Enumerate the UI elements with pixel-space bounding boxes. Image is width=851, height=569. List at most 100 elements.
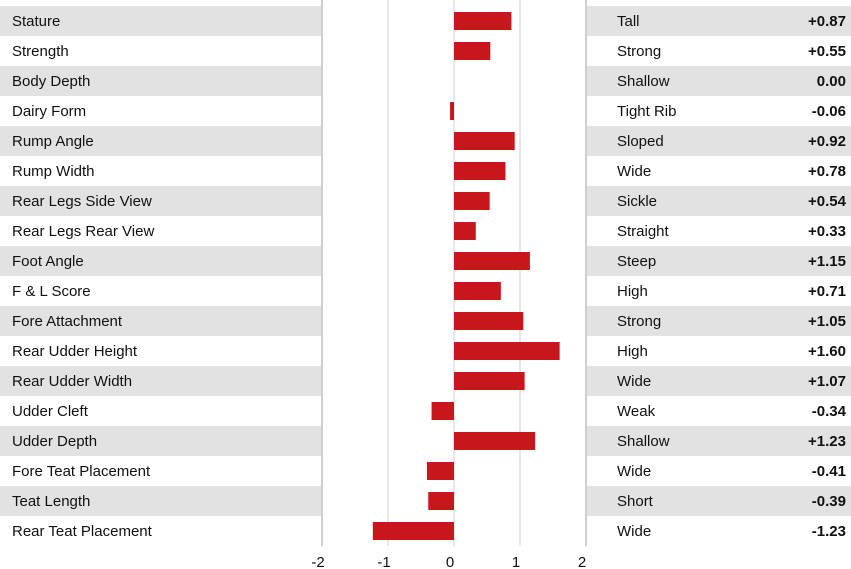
direction-label: Tall [617,13,640,30]
value-label: +1.07 [808,373,846,390]
bar [426,462,454,480]
value-label: +0.33 [808,223,846,240]
value-label: +1.05 [808,313,846,330]
value-label: -0.34 [812,403,847,420]
direction-label: Wide [617,523,651,540]
row-stripe [586,426,851,456]
bar [454,372,525,390]
trait-label: Fore Teat Placement [12,463,151,480]
trait-label: Rear Udder Height [12,343,138,360]
row-stripe [0,6,322,36]
value-label: +1.60 [808,343,846,360]
trait-label: Udder Depth [12,433,97,450]
bar [428,492,454,510]
trait-label: Rear Udder Width [12,373,132,390]
row-stripe [0,126,322,156]
bar [454,312,524,330]
direction-label: Shallow [617,73,670,90]
direction-label: High [617,343,648,360]
trait-label: Dairy Form [12,103,86,120]
trait-label: Rump Width [12,163,95,180]
bar [454,252,530,270]
row-stripe [0,186,322,216]
bar [454,222,476,240]
trait-label: Body Depth [12,73,90,90]
trait-label: Rear Legs Rear View [12,223,154,240]
bar [431,402,454,420]
x-tick-label: 2 [578,554,586,569]
row-stripe [586,186,851,216]
trait-label: Rump Angle [12,133,94,150]
row-stripe [586,246,851,276]
x-tick-label: 0 [446,554,454,569]
bar [454,432,536,450]
direction-label: Short [617,493,654,510]
bar [454,132,515,150]
value-label: +0.54 [808,193,847,210]
direction-label: Sloped [617,133,664,150]
x-tick-label: -2 [311,554,324,569]
value-label: +0.78 [808,163,846,180]
row-stripe [0,306,322,336]
bar [454,192,490,210]
row-labels: Stature Tall +0.87 Strength Strong +0.55 Body … [12,13,847,540]
x-tick-label: -1 [377,554,390,569]
direction-label: High [617,283,648,300]
direction-label: Shallow [617,433,670,450]
value-label: -1.23 [812,523,846,540]
trait-label: Stature [12,13,60,30]
trait-label: F & L Score [12,283,91,300]
x-axis-ticks: -2 -1 0 1 2 [311,554,586,569]
direction-label: Wide [617,373,651,390]
direction-label: Strong [617,313,661,330]
row-stripe [586,126,851,156]
bar [454,342,560,360]
value-label: -0.06 [812,103,846,120]
value-label: +0.71 [808,283,846,300]
direction-label: Wide [617,163,651,180]
trait-label: Foot Angle [12,253,84,270]
row-stripe [586,66,851,96]
row-stripe [0,426,322,456]
row-stripe [0,66,322,96]
trait-label: Fore Attachment [12,313,123,330]
bar [454,12,512,30]
value-label: -0.39 [812,493,846,510]
x-tick-label: 1 [512,554,520,569]
bar [454,42,491,60]
value-label: +0.92 [808,133,846,150]
value-label: +1.15 [808,253,846,270]
direction-label: Sickle [617,193,657,210]
trait-label: Udder Cleft [12,403,89,420]
value-label: 0.00 [817,73,846,90]
row-stripe [586,486,851,516]
direction-label: Tight Rib [617,103,676,120]
row-stripe [586,6,851,36]
direction-label: Straight [617,223,670,240]
row-stripes [0,6,851,516]
value-label: +0.55 [808,43,846,60]
row-stripe [0,246,322,276]
trait-label: Rear Legs Side View [12,193,152,210]
bar [454,282,501,300]
direction-label: Steep [617,253,656,270]
bar [450,102,454,120]
value-label: +1.23 [808,433,846,450]
grid-lines [321,0,587,546]
bar [372,522,454,540]
direction-label: Strong [617,43,661,60]
bars [372,12,560,540]
trait-label: Rear Teat Placement [12,523,153,540]
direction-label: Wide [617,463,651,480]
row-stripe [586,366,851,396]
bar [454,162,506,180]
value-label: +0.87 [808,13,846,30]
direction-label: Weak [617,403,656,420]
row-stripe [0,486,322,516]
trait-label: Teat Length [12,493,90,510]
row-stripe [0,366,322,396]
value-label: -0.41 [812,463,846,480]
row-stripe [586,306,851,336]
trait-label: Strength [12,43,69,60]
